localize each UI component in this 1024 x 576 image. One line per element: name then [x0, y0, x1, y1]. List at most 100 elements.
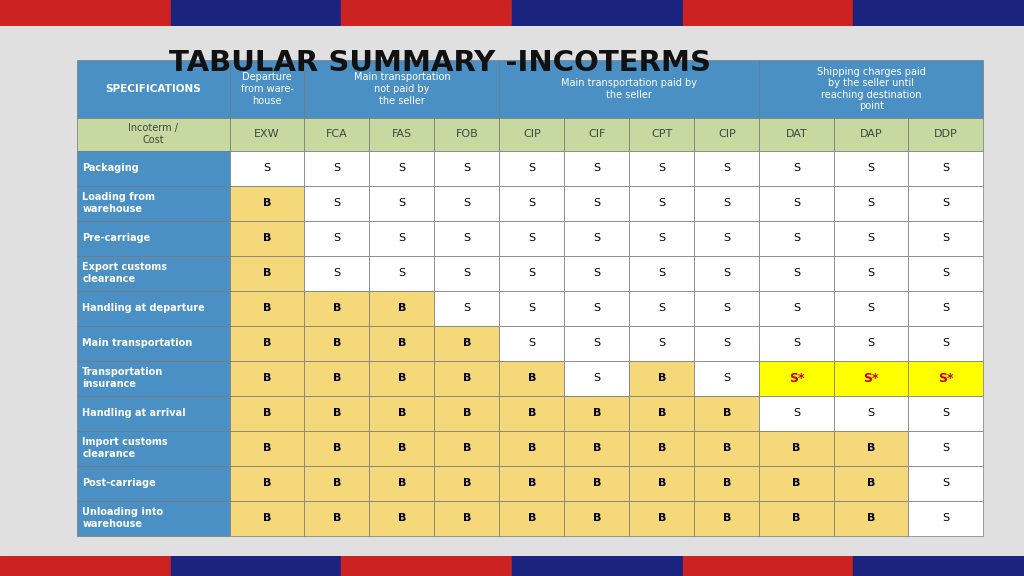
Text: B: B — [593, 408, 601, 418]
Bar — [760, 221, 834, 256]
Bar — [77, 396, 229, 431]
Text: Shipping charges paid
by the seller until
reaching destination
point: Shipping charges paid by the seller unti… — [817, 67, 926, 111]
Bar — [304, 501, 370, 536]
Bar — [630, 151, 694, 185]
Bar — [564, 291, 630, 325]
Bar — [564, 361, 630, 396]
Bar — [760, 151, 834, 185]
Bar — [694, 118, 760, 151]
Bar — [304, 396, 370, 431]
Bar — [834, 325, 908, 361]
Text: CIP: CIP — [718, 129, 735, 139]
Bar — [694, 431, 760, 465]
Text: B: B — [867, 513, 876, 523]
Text: Incoterm /
Cost: Incoterm / Cost — [128, 123, 178, 145]
Bar — [370, 431, 434, 465]
Bar — [694, 396, 760, 431]
Bar — [500, 185, 564, 221]
Bar — [434, 256, 500, 291]
Bar — [630, 396, 694, 431]
Bar — [500, 291, 564, 325]
Text: B: B — [527, 408, 536, 418]
Bar — [564, 431, 630, 465]
Text: S: S — [793, 408, 800, 418]
Bar — [564, 465, 630, 501]
Text: S: S — [593, 268, 600, 278]
Bar — [229, 291, 304, 325]
Text: S: S — [463, 268, 470, 278]
Text: S: S — [867, 163, 874, 173]
Text: S: S — [793, 338, 800, 348]
Bar — [630, 256, 694, 291]
Text: S: S — [528, 303, 536, 313]
Bar — [171, 0, 341, 26]
Bar — [694, 256, 760, 291]
Bar — [77, 431, 229, 465]
Text: Import customs
clearance: Import customs clearance — [82, 437, 168, 459]
Bar — [370, 396, 434, 431]
Bar — [908, 256, 983, 291]
Bar — [760, 118, 834, 151]
Bar — [434, 501, 500, 536]
Bar — [229, 465, 304, 501]
Bar — [834, 291, 908, 325]
Bar — [304, 465, 370, 501]
Text: S: S — [528, 198, 536, 209]
Text: Handling at arrival: Handling at arrival — [82, 408, 186, 418]
Text: S: S — [723, 373, 730, 383]
Text: B: B — [463, 443, 471, 453]
Text: Handling at departure: Handling at departure — [82, 303, 205, 313]
Text: B: B — [263, 198, 271, 209]
Bar — [760, 325, 834, 361]
Bar — [304, 361, 370, 396]
Text: S: S — [463, 233, 470, 243]
Text: S: S — [658, 338, 666, 348]
Bar — [834, 501, 908, 536]
Bar — [512, 556, 683, 576]
Bar — [760, 60, 983, 118]
Bar — [77, 151, 229, 185]
Bar — [370, 118, 434, 151]
Bar — [908, 185, 983, 221]
Bar — [630, 291, 694, 325]
Bar — [77, 60, 229, 118]
Text: B: B — [333, 478, 341, 488]
Bar — [908, 325, 983, 361]
Text: B: B — [333, 338, 341, 348]
Text: S: S — [867, 198, 874, 209]
Bar — [500, 325, 564, 361]
Bar — [630, 431, 694, 465]
Bar — [834, 431, 908, 465]
Bar — [630, 465, 694, 501]
Text: B: B — [397, 513, 406, 523]
Bar — [77, 185, 229, 221]
Bar — [630, 361, 694, 396]
Text: S: S — [593, 198, 600, 209]
Bar — [694, 291, 760, 325]
Text: S: S — [942, 338, 949, 348]
Text: Post-carriage: Post-carriage — [82, 478, 156, 488]
Bar — [434, 396, 500, 431]
Text: S: S — [333, 268, 340, 278]
Text: S: S — [528, 233, 536, 243]
Bar — [370, 465, 434, 501]
Text: S: S — [867, 233, 874, 243]
Text: S: S — [463, 198, 470, 209]
Text: B: B — [263, 268, 271, 278]
Text: B: B — [723, 408, 731, 418]
Text: B: B — [793, 443, 801, 453]
Bar — [564, 396, 630, 431]
Bar — [834, 185, 908, 221]
Bar — [304, 291, 370, 325]
Bar — [630, 118, 694, 151]
Text: Main transportation
not paid by
the seller: Main transportation not paid by the sell… — [353, 73, 451, 105]
Bar — [229, 221, 304, 256]
Text: EXW: EXW — [254, 129, 280, 139]
Text: S: S — [867, 303, 874, 313]
Text: DAT: DAT — [785, 129, 808, 139]
Text: B: B — [463, 338, 471, 348]
Bar — [229, 361, 304, 396]
Bar — [229, 185, 304, 221]
Bar — [304, 60, 500, 118]
Text: S*: S* — [938, 372, 953, 385]
